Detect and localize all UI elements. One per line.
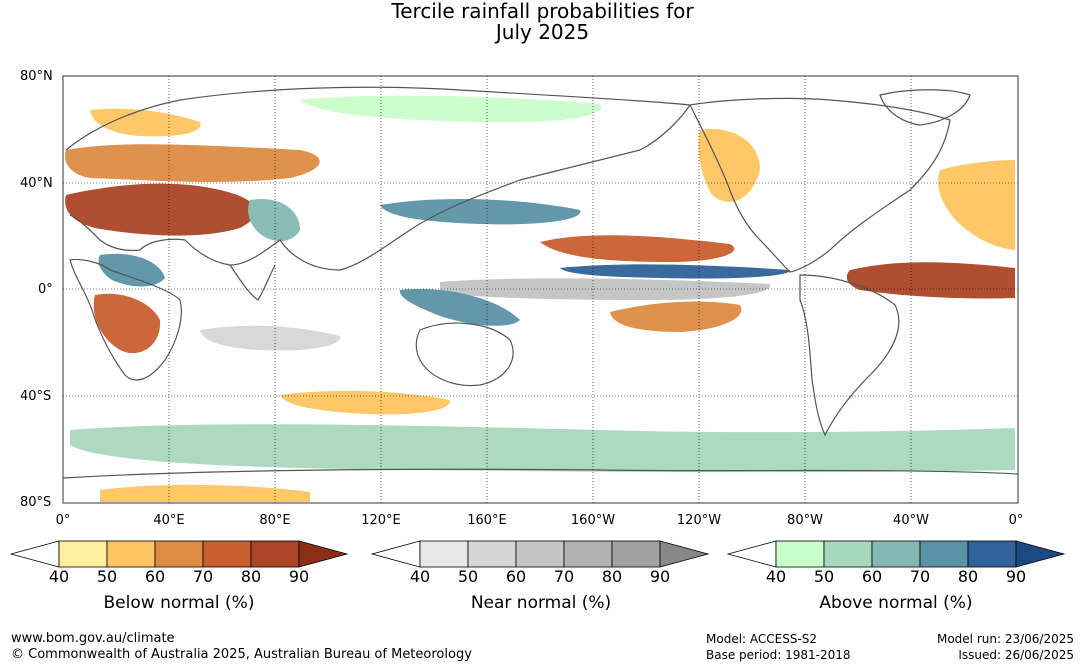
legend-near-swatch-40 [419,540,469,568]
legend-near-tick-90: 90 [649,567,671,586]
legend-above-swatches [727,540,1066,568]
legend-above-tick-90: 90 [1005,567,1027,586]
footer-copyright: © Commonwealth of Australia 2025, Austra… [11,647,472,662]
legend-near-normal-colorbar [371,540,710,568]
lon-label-120w: 120°W [676,513,722,528]
below-normal-north-america [698,129,760,202]
legend-near-tick-80: 80 [601,567,623,586]
below-normal-central-asia [65,183,257,236]
gridlines [63,76,1018,503]
legend-below-swatch-80 [250,540,300,568]
lon-label-160w: 160°W [570,513,616,528]
footer-model: Model: ACCESS-S2 [706,632,818,646]
legend-below-tick-50: 50 [96,567,118,586]
legend-near-normal-title: Near normal (%) [470,593,612,613]
below-normal-east-pacific [610,301,742,332]
legend-below-tick-40: 40 [48,567,70,586]
above-normal-india [98,253,165,287]
above-normal-southern-ocean [70,424,1015,473]
lon-label-80w: 80°W [787,513,823,528]
lon-label-160e: 160°E [467,513,507,528]
legend-below-swatches [10,540,349,568]
legend-above-swatch-40 [775,540,825,568]
legend-below-tick-60: 60 [144,567,166,586]
legend-above-swatch-70 [919,540,969,568]
legend-near-tick-70: 70 [553,567,575,586]
lon-label-40w: 40°W [893,513,929,528]
legend-near-swatch-50 [467,540,517,568]
map-title-line1: Tercile rainfall probabilities for [391,0,694,23]
legend-near-swatch-60 [515,540,565,568]
legend-above-swatch-80 [967,540,1017,568]
legend-below-swatch-50 [106,540,156,568]
below-normal-southern-ocean [280,390,451,415]
legend-above-low-extension [727,540,777,568]
rainfall-map [62,75,1019,504]
map-title-line2: July 2025 [495,20,590,44]
above-normal-north-scatter [300,95,602,123]
above-normal-central-asia [248,199,300,242]
below-normal-antarctic-coast [100,484,310,502]
footer-base-period: Base period: 1981-2018 [706,648,851,662]
lat-label-40s: 40°S [20,389,52,404]
legend-near-swatch-80 [611,540,661,568]
legend-near-tick-40: 40 [409,567,431,586]
legend-near-swatch-70 [563,540,613,568]
lat-label-0: 0° [38,282,53,297]
footer-model-run: Model run: 23/06/2025 [936,632,1074,646]
legend-below-normal-title: Below normal (%) [103,593,255,613]
legend-above-normal-colorbar [727,540,1066,568]
lat-label-40n: 40°N [20,176,53,191]
below-normal-europe [90,108,201,137]
legend-near-swatches [371,540,710,568]
near-normal-indian-ocean [200,325,341,351]
lon-label-120e: 120°E [361,513,401,528]
lon-label-40e: 40°E [153,513,185,528]
below-normal-eurasia-band [65,144,320,183]
below-normal-north-pacific [540,235,735,262]
lon-label-0-left: 0° [55,513,71,528]
legend-below-tick-80: 80 [240,567,262,586]
below-normal-north-atlantic [938,160,1015,250]
coastlines [62,86,1019,479]
legend-below-high-extension [298,540,349,568]
legend-above-tick-70: 70 [909,567,931,586]
below-normal-africa [93,293,161,354]
legend-above-swatch-50 [823,540,873,568]
legend-near-tick-60: 60 [505,567,527,586]
above-normal-equatorial-band [560,264,791,279]
legend-below-tick-70: 70 [192,567,214,586]
legend-above-tick-60: 60 [861,567,883,586]
lon-label-0-right: 0° [1008,513,1024,528]
probability-regions [65,95,1015,502]
legend-near-high-extension [659,540,710,568]
lat-label-80n: 80°N [20,69,53,84]
legend-above-tick-50: 50 [813,567,835,586]
legend-near-tick-50: 50 [457,567,479,586]
legend-below-swatch-40 [58,540,108,568]
below-normal-tropical-atlantic [846,262,1015,299]
near-normal-equatorial-pacific [440,278,771,300]
legend-above-tick-40: 40 [765,567,787,586]
legend-above-normal-title: Above normal (%) [819,593,973,613]
legend-near-low-extension [371,540,421,568]
lon-label-80e: 80°E [259,513,291,528]
legend-below-tick-90: 90 [288,567,310,586]
legend-above-tick-80: 80 [957,567,979,586]
above-normal-maritime [399,289,520,326]
footer-issued: Issued: 26/06/2025 [958,648,1074,662]
legend-below-swatch-60 [154,540,204,568]
footer-url: www.bom.gov.au/climate [11,631,175,646]
legend-above-high-extension [1015,540,1066,568]
legend-below-low-extension [10,540,60,568]
legend-above-swatch-60 [871,540,921,568]
lat-label-80s: 80°S [20,495,52,510]
legend-below-swatch-70 [202,540,252,568]
legend-below-normal-colorbar [10,540,349,568]
